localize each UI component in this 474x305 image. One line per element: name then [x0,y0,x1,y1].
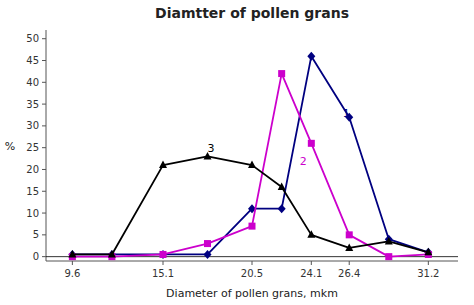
series-marker [278,204,286,213]
series-marker [278,182,286,190]
series-marker [308,140,315,147]
y-axis-label: % [5,140,15,153]
y-tick-label: 50 [26,33,39,44]
series-marker [249,223,256,230]
y-tick-label: 0 [33,251,39,262]
x-tick [163,261,164,265]
y-axis-line [46,30,47,261]
y-tick [42,125,46,126]
series-marker [345,243,353,251]
y-tick-label: 30 [26,120,39,131]
series-marker [204,240,211,247]
series-line [72,56,428,254]
series-marker [278,70,285,77]
y-tick [42,38,46,39]
y-tick [42,191,46,192]
y-tick [42,60,46,61]
series-marker [307,230,315,238]
x-tick [311,261,312,265]
series-marker [307,52,315,61]
series-line [72,156,428,254]
x-tick-label: 9.6 [64,268,80,279]
x-tick-label: 31.2 [417,268,439,279]
annotation: 3 [208,142,215,155]
x-tick-label: 24.1 [300,268,322,279]
series-marker [204,250,212,259]
annotation: 2 [300,155,307,168]
title: Diamtter of pollen grans [155,5,349,21]
x-tick [428,261,429,265]
x-axis-label: Diameter of pollen grans, mkm [166,287,338,300]
annotation: 1 [343,107,350,120]
y-tick [42,256,46,257]
series-marker [424,248,432,256]
series-marker [160,251,167,258]
y-tick [42,234,46,235]
series-marker [159,250,167,259]
x-tick [72,261,73,265]
y-tick [42,147,46,148]
x-tick-label: 20.5 [241,268,263,279]
series-marker [385,237,393,245]
series-line [72,74,428,257]
series-marker [385,235,393,244]
series-marker [108,250,116,257]
series-marker [346,231,353,238]
x-tick [349,261,350,265]
plot-area [68,52,432,260]
y-tick-label: 5 [33,229,39,240]
x-tick-label: 26.4 [338,268,360,279]
y-tick-label: 15 [26,186,39,197]
x-tick [252,261,253,265]
y-tick-label: 10 [26,208,39,219]
y-tick [42,104,46,105]
y-tick [42,82,46,83]
y-tick [42,213,46,214]
series-marker [248,161,256,169]
y-tick-label: 40 [26,77,39,88]
y-tick-label: 20 [26,164,39,175]
y-tick-label: 35 [26,99,39,110]
chart: Diamtter of pollen grans 9.6 15.1 20.5 24.1 2… [0,0,474,305]
x-tick-label: 15.1 [152,268,174,279]
y-tick [42,169,46,170]
y-tick-label: 25 [26,142,39,153]
series-marker [159,161,167,169]
series-marker [385,253,392,260]
series-marker [68,250,76,257]
y-tick-label: 45 [26,55,39,66]
